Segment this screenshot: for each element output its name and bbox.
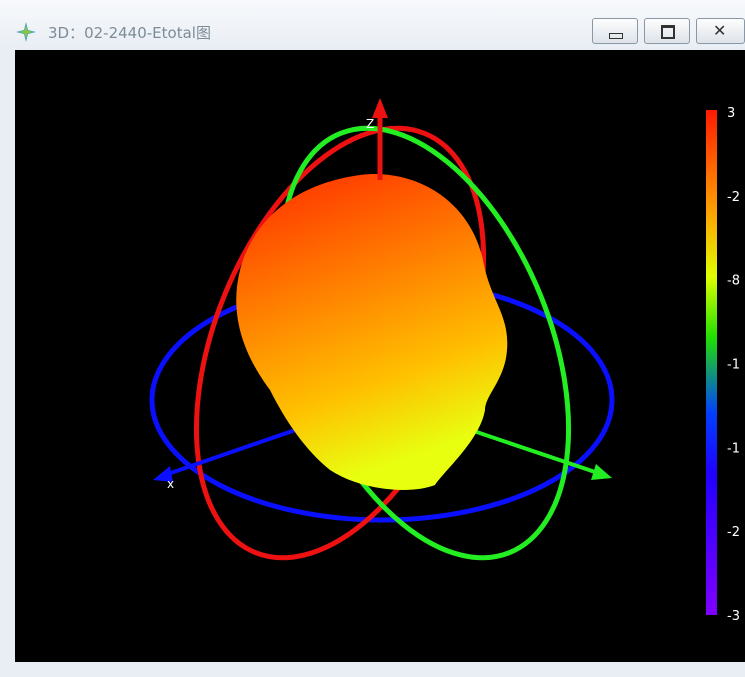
viewport: Z x 3 -2 -8 -1 -1 -2 -3 [15,50,745,662]
colorbar-label: -3 [727,609,740,624]
x-arrow [153,466,173,482]
colorbar-label: -2 [727,525,740,540]
window-title: 3D：02-2440-Etotal图 [48,24,211,42]
colorbar [706,110,717,615]
colorbar-label: -2 [727,190,740,205]
colorbar-label: 3 [727,106,735,121]
colorbar-label: -8 [727,274,740,289]
close-button[interactable]: ✕ [696,18,745,44]
radiation-pattern [236,174,508,490]
colorbar-label: -1 [727,441,740,456]
app-icon [16,22,36,42]
x-label: x [167,477,174,491]
pattern-3d: Z x 3 -2 -8 -1 -1 -2 -3 [149,98,740,624]
z-label: Z [366,117,374,131]
minimize-button[interactable] [592,18,638,44]
colorbar-label: -1 [727,358,740,373]
maximize-button[interactable] [644,18,690,44]
z-arrow [372,98,388,118]
y-arrow [591,464,612,480]
